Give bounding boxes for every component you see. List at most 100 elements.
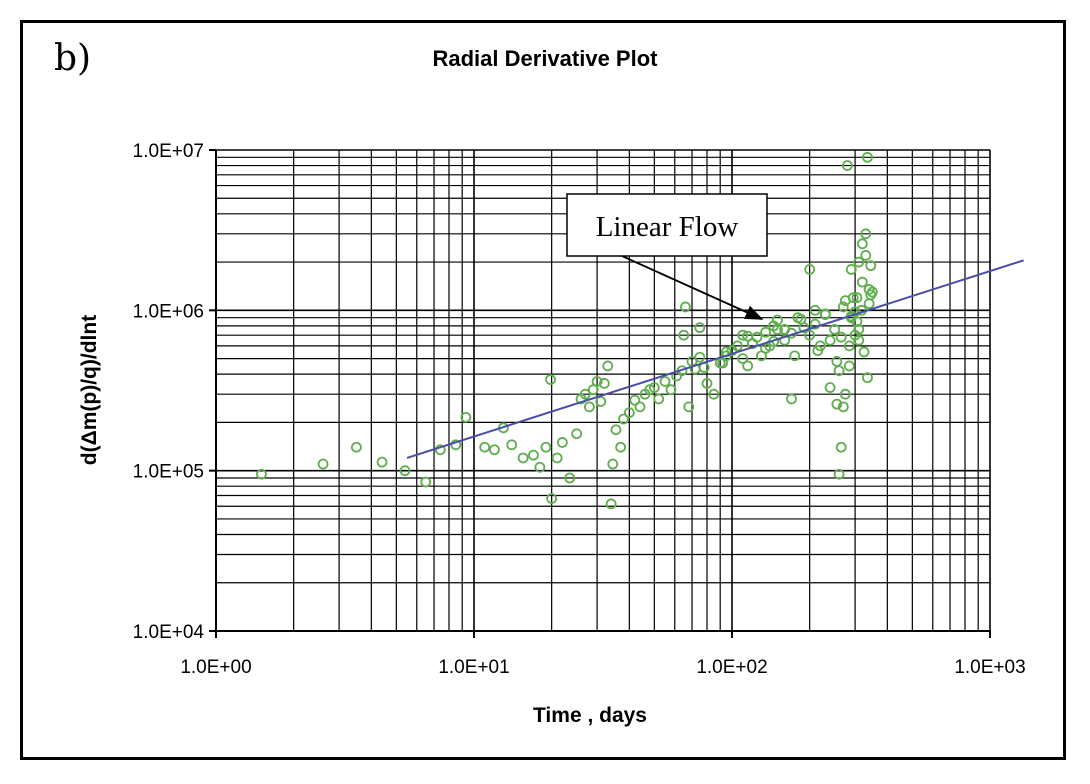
data-point — [683, 401, 695, 413]
tick-labels: 1.0E+00 1.0E+01 1.0E+02 1.0E+03 1.0E+04 1.0E+… — [133, 141, 1026, 678]
data-point — [701, 378, 713, 389]
data-point — [853, 256, 865, 268]
data-point — [317, 458, 329, 470]
y-axis-title: d(Δm(p)/q)/dlnt — [78, 315, 101, 465]
data-point — [819, 308, 831, 320]
data-point — [760, 326, 772, 338]
data-point — [618, 413, 629, 425]
data-point — [489, 444, 500, 456]
panel-label: b) — [54, 38, 92, 79]
data-point — [506, 439, 518, 451]
data-point — [851, 292, 863, 304]
data-point — [779, 324, 791, 335]
y-tick-label: 1.0E+05 — [133, 462, 204, 483]
data-point — [860, 250, 872, 261]
data-point — [742, 330, 754, 342]
data-point — [579, 388, 591, 400]
data-point — [653, 393, 665, 405]
data-point — [479, 441, 491, 453]
annotation-box — [566, 193, 768, 257]
data-point — [862, 372, 873, 384]
data-point — [804, 329, 816, 341]
data-point — [837, 301, 849, 313]
data-point — [862, 151, 873, 163]
data-point — [863, 284, 875, 295]
data-point — [865, 289, 877, 301]
data-point — [772, 324, 783, 335]
y-tick-label: 1.0E+06 — [133, 301, 204, 322]
data-point — [804, 264, 816, 275]
figure-frame — [20, 20, 1066, 760]
data-point — [824, 382, 836, 393]
data-point — [732, 340, 743, 352]
data-point — [737, 353, 749, 364]
data-point — [833, 468, 845, 480]
data-point — [843, 360, 855, 372]
data-point — [605, 498, 617, 510]
x-tick-label: 1.0E+02 — [696, 657, 767, 678]
data-point — [829, 324, 841, 335]
data-point — [615, 441, 626, 453]
data-point — [665, 384, 677, 396]
data-point — [376, 456, 388, 468]
x-axis-title: Time , days — [533, 704, 647, 727]
trend-line — [406, 259, 1024, 459]
data-point — [678, 329, 690, 341]
data-point — [751, 331, 763, 343]
y-tick-label: 1.0E+07 — [133, 141, 204, 162]
data-point — [534, 461, 546, 473]
data-point — [564, 472, 576, 484]
trend-line-layer — [406, 259, 1024, 459]
data-point — [841, 160, 853, 171]
data-point — [833, 365, 845, 377]
data-point — [602, 360, 614, 372]
data-point — [809, 318, 821, 330]
data-point — [786, 393, 797, 405]
data-point — [545, 374, 556, 385]
x-tick-label: 1.0E+01 — [438, 657, 509, 678]
data-point — [571, 428, 583, 440]
data-point — [591, 376, 603, 387]
data-point — [460, 411, 472, 423]
data-point — [556, 437, 568, 448]
data-point — [860, 228, 872, 240]
data-point — [779, 334, 791, 346]
data-point — [648, 382, 660, 393]
annotation-layer: Linear Flow — [566, 193, 768, 320]
data-point — [551, 452, 563, 464]
data-point — [845, 264, 857, 275]
data-point — [835, 331, 847, 343]
data-point — [789, 350, 801, 362]
data-point — [256, 468, 267, 480]
data-point — [610, 424, 622, 436]
data-point — [795, 313, 807, 325]
data-point — [809, 304, 821, 316]
data-point — [863, 298, 875, 310]
data-point — [737, 329, 749, 341]
data-point — [837, 401, 849, 413]
data-point — [350, 441, 362, 453]
data-point — [598, 378, 610, 389]
data-point — [694, 322, 706, 334]
data-point — [680, 301, 691, 313]
data-point — [824, 334, 836, 346]
data-point — [540, 441, 552, 453]
data-point — [546, 493, 558, 504]
data-point — [742, 360, 754, 372]
data-point — [595, 396, 607, 407]
chart-title: Radial Derivative Plot — [432, 46, 658, 71]
data-point — [528, 449, 539, 461]
data-point — [399, 465, 411, 477]
data-point — [607, 458, 619, 470]
data-point — [856, 238, 868, 250]
data-point — [659, 376, 671, 387]
data-point — [856, 276, 868, 288]
axes — [209, 149, 991, 638]
data-point — [814, 340, 826, 352]
data-point — [517, 452, 529, 464]
data-point — [629, 394, 641, 406]
data-point — [839, 388, 851, 400]
data-point — [865, 260, 877, 272]
y-tick-label: 1.0E+04 — [133, 622, 205, 643]
